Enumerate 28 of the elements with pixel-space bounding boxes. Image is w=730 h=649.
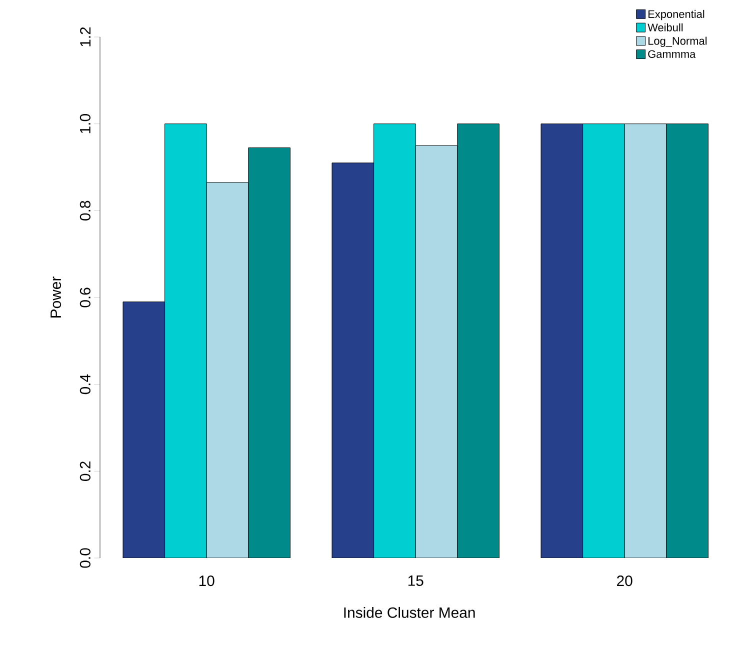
legend-label: Exponential — [648, 10, 704, 20]
bar — [206, 182, 249, 558]
y-tick-label: 1.2 — [80, 27, 90, 46]
bar — [416, 146, 458, 558]
y-tick-label: 0.8 — [80, 200, 90, 220]
x-tick-label: 15 — [408, 576, 424, 586]
bar — [332, 162, 374, 558]
y-axis-title: Power — [50, 276, 62, 318]
y-tick-label: 1.0 — [80, 114, 90, 134]
legend-label: Gammma — [648, 50, 696, 58]
bar — [666, 124, 708, 558]
x-tick-label: 20 — [617, 576, 632, 586]
bar — [374, 124, 416, 558]
bar — [457, 124, 500, 558]
bar — [122, 302, 166, 558]
legend-label: Log_Normal — [648, 36, 707, 47]
bar — [540, 124, 584, 558]
legend-label: Weibull — [648, 23, 683, 32]
y-tick-label: 0.6 — [80, 288, 90, 308]
bar — [248, 147, 290, 558]
bar — [164, 124, 207, 558]
y-tick-label: 0.0 — [80, 548, 90, 568]
bar — [582, 124, 625, 558]
x-axis-title: Inside Cluster Mean — [344, 606, 475, 618]
y-tick-label: 0.2 — [80, 462, 90, 481]
x-tick-label: 10 — [199, 576, 214, 586]
y-tick-label: 0.4 — [80, 374, 90, 394]
bar — [624, 124, 667, 558]
